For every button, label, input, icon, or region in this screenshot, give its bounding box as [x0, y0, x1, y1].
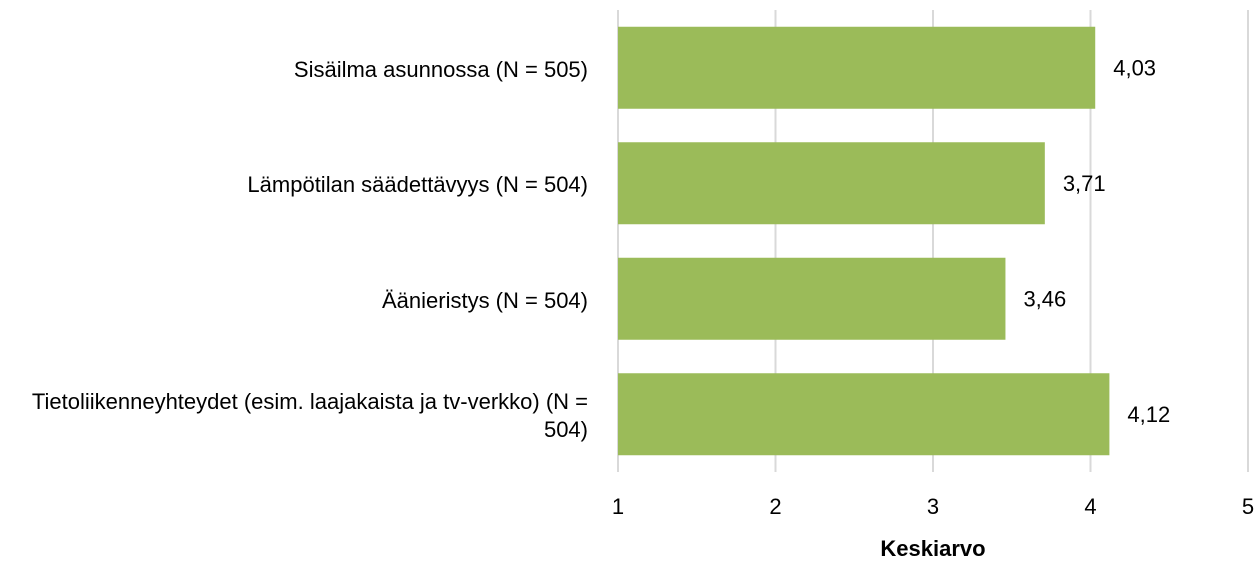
bar	[618, 373, 1110, 456]
y-tick-label: Lämpötilan säädettävyys (N = 504)	[247, 172, 588, 198]
x-axis-label: Keskiarvo	[880, 536, 985, 561]
x-tick-label: 1	[612, 494, 624, 519]
y-tick-label: Tietoliikenneyhteydet (esim. laajakaista…	[31, 389, 588, 443]
y-tick-label: Äänieristys (N = 504)	[381, 287, 588, 313]
value-label: 4,12	[1127, 402, 1170, 427]
value-label: 3,71	[1063, 171, 1106, 196]
value-label: 4,03	[1113, 56, 1156, 81]
bar	[618, 26, 1096, 109]
bar	[618, 257, 1006, 340]
bar	[618, 142, 1045, 225]
x-tick-label: 5	[1242, 494, 1254, 519]
x-tick-label: 4	[1084, 494, 1096, 519]
y-tick-label: Sisäilma asunnossa (N = 505)	[293, 56, 588, 82]
x-tick-label: 3	[927, 494, 939, 519]
x-tick-label: 2	[769, 494, 781, 519]
value-label: 3,46	[1023, 287, 1066, 312]
